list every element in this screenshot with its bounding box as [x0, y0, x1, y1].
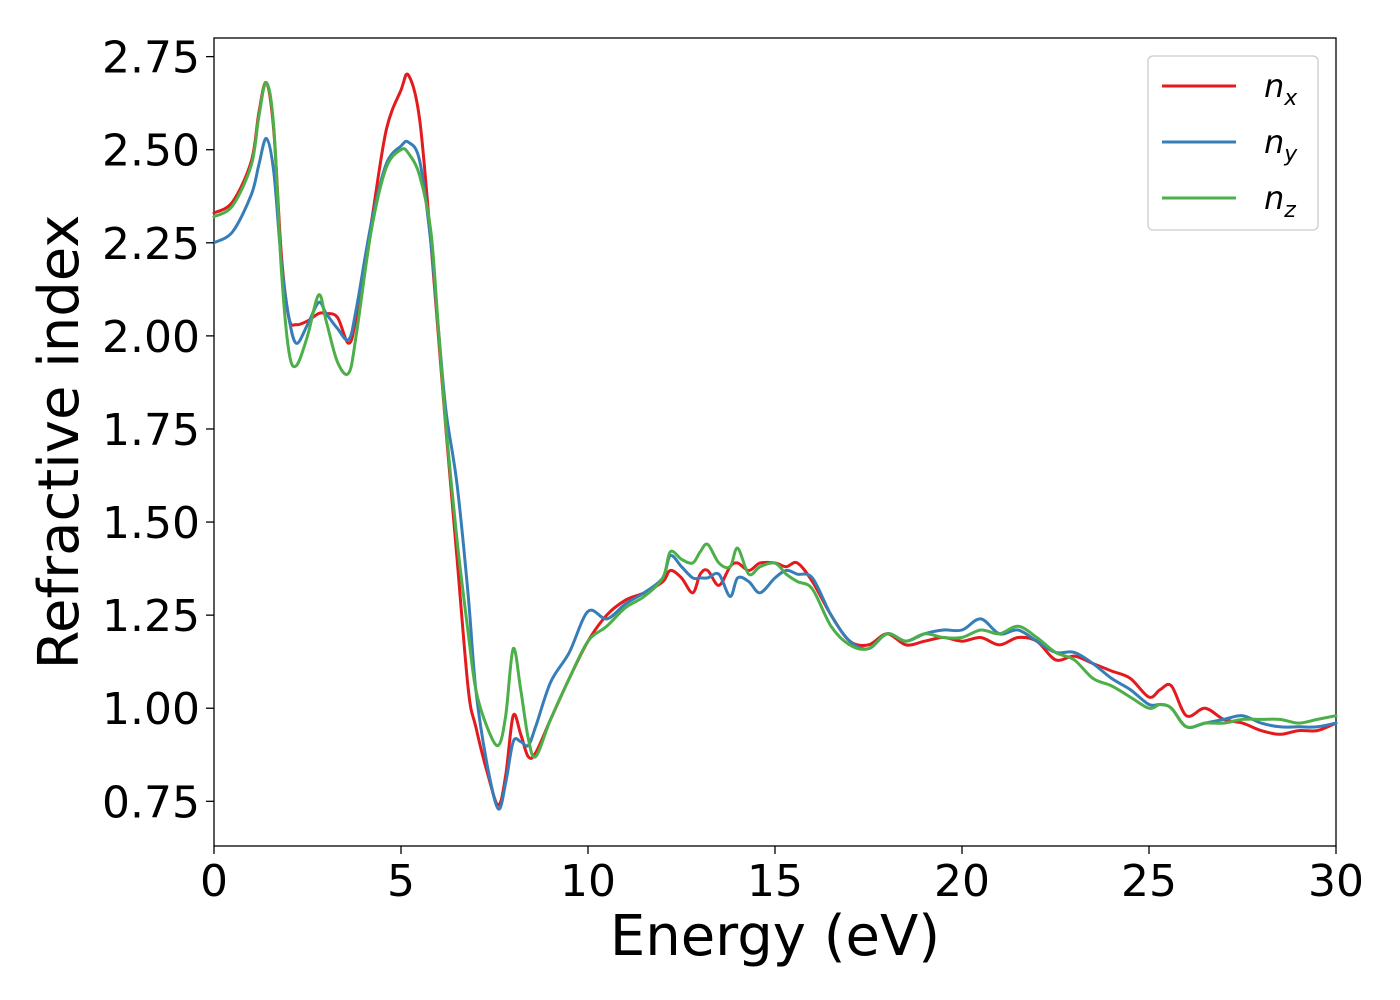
legend-label-n-z: nz: [1264, 179, 1296, 223]
y-tick-label: 2.50: [102, 126, 200, 177]
y-tick-label: 2.00: [102, 312, 200, 363]
y-tick-label: 0.75: [102, 777, 200, 828]
series-line-n-y: [212, 136, 1338, 811]
legend-label-main: n: [1264, 123, 1284, 161]
legend-label-main: n: [1264, 67, 1284, 105]
legend-label-subscript: z: [1283, 198, 1296, 223]
x-tick-label: 0: [200, 856, 228, 907]
x-tick-label: 20: [934, 856, 990, 907]
legend-label-subscript: y: [1283, 142, 1298, 167]
y-tick-label: 1.75: [102, 405, 200, 456]
legend-label-n-x: nx: [1264, 67, 1298, 111]
x-tick-label: 25: [1121, 856, 1177, 907]
y-tick-label: 1.00: [102, 684, 200, 735]
legend-label-n-y: ny: [1264, 123, 1298, 167]
x-tick-label: 30: [1308, 856, 1364, 907]
y-tick-label: 2.75: [102, 33, 200, 84]
x-axis-ticks: 0 5 10 15 20 25 30: [200, 846, 1364, 907]
y-axis-ticks: 0.75 1.00 1.25 1.50 1.75 2.00 2.25 2.50 2.75: [102, 33, 214, 828]
x-axis-title: Energy (eV): [610, 904, 940, 969]
series-layer: [212, 72, 1338, 811]
x-tick-label: 5: [387, 856, 415, 907]
y-tick-label: 1.25: [102, 591, 200, 642]
y-tick-label: 1.50: [102, 498, 200, 549]
plot-area: 0 5 10 15 20 25 30 0.75 1.00 1.25 1.50 1.75 2.00 2.2…: [102, 33, 1364, 907]
x-tick-label: 15: [747, 856, 803, 907]
series-line-n-z: [212, 81, 1338, 759]
legend-label-subscript: x: [1283, 86, 1298, 111]
x-tick-label: 10: [560, 856, 616, 907]
y-axis-title: Refractive index: [27, 215, 92, 670]
legend-label-main: n: [1264, 179, 1284, 217]
y-tick-label: 2.25: [102, 219, 200, 270]
